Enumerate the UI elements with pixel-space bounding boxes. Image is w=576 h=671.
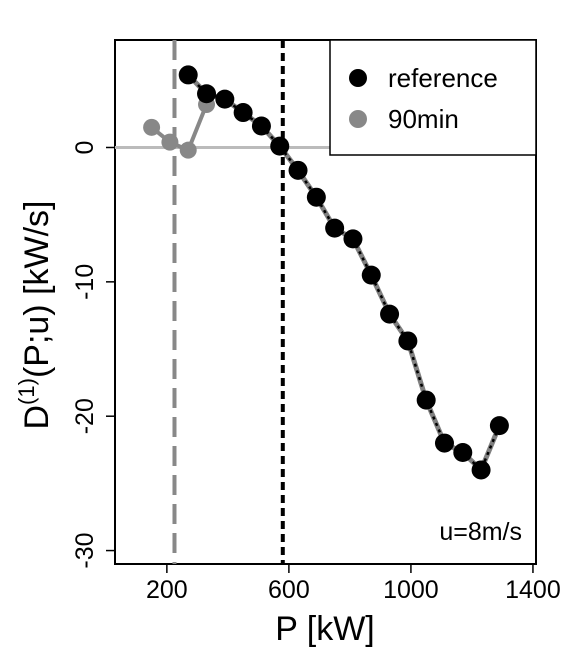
y-tick-label: -20 xyxy=(71,398,99,434)
point-reference xyxy=(453,442,473,462)
y-tick-label: -30 xyxy=(71,532,99,568)
point-reference xyxy=(361,265,381,285)
plot-area xyxy=(114,39,537,565)
point-reference xyxy=(233,103,253,123)
x-tick-label: 1000 xyxy=(383,576,439,604)
point-reference xyxy=(471,460,491,480)
axes: 200 600 1000 1400 0 -10 -20 -30 xyxy=(71,141,561,604)
y-axis-title: D(1)(P;u) [kW/s] xyxy=(14,200,56,429)
point-reference xyxy=(270,136,290,156)
point-90min xyxy=(143,118,161,136)
point-reference xyxy=(251,116,271,136)
point-reference xyxy=(434,433,454,453)
x-tick-label: 200 xyxy=(146,576,188,604)
point-reference xyxy=(215,89,235,109)
y-axis-title-superscript: (1) xyxy=(14,378,39,405)
point-reference xyxy=(398,331,418,351)
y-tick-label: -10 xyxy=(71,264,99,300)
point-90min xyxy=(179,141,197,159)
legend-marker-90min xyxy=(349,110,367,128)
legend-marker-reference xyxy=(349,69,367,87)
y-tick-label: 0 xyxy=(71,141,99,155)
x-tick-label: 600 xyxy=(268,576,310,604)
legend-label-90min: 90min xyxy=(388,104,459,134)
x-axis-title: P [kW] xyxy=(275,610,375,648)
point-reference xyxy=(343,229,363,249)
point-reference xyxy=(325,218,345,238)
legend-box xyxy=(329,39,537,156)
legend-label-reference: reference xyxy=(388,63,498,93)
point-reference xyxy=(380,304,400,324)
point-reference xyxy=(197,84,217,104)
point-reference xyxy=(489,416,509,436)
y-axis-title-base: D xyxy=(18,405,56,430)
y-axis-title-rest: (P;u) [kW/s] xyxy=(18,200,56,378)
speed-annotation: u=8m/s xyxy=(439,518,522,546)
point-reference xyxy=(178,65,198,85)
x-tick-label: 1400 xyxy=(505,576,561,604)
legend: reference 90min xyxy=(329,39,537,156)
plot-content xyxy=(115,40,536,564)
point-reference xyxy=(306,187,326,207)
series-90min-line xyxy=(150,103,209,153)
point-reference xyxy=(288,160,308,180)
point-reference xyxy=(416,390,436,410)
